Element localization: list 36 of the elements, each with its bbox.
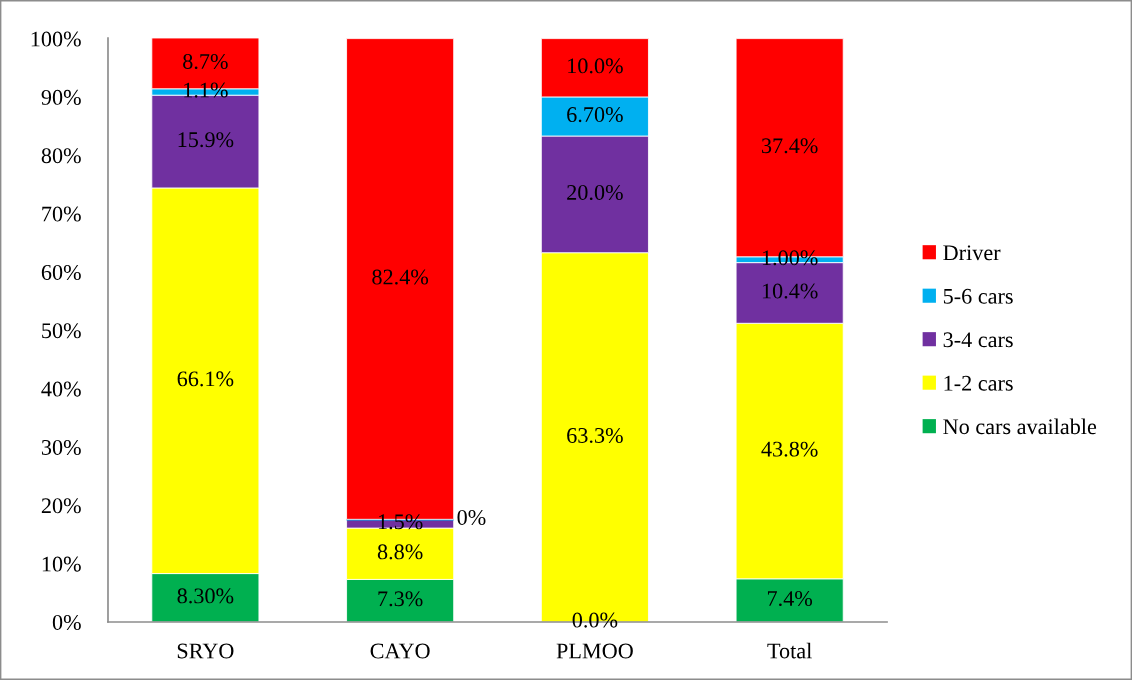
data-label: 7.3% — [378, 591, 423, 607]
legend-label: 5-6 cars — [943, 288, 1013, 304]
data-label: 8.30% — [177, 588, 234, 604]
y-tick-label: 90% — [41, 89, 81, 105]
legend-label: No cars available — [943, 418, 1097, 435]
y-tick-label: 30% — [41, 439, 81, 455]
y-tick-label: 60% — [41, 264, 81, 280]
y-tick-label: 80% — [41, 148, 81, 164]
data-label: 10.4% — [762, 283, 818, 299]
y-tick-label: 0% — [52, 614, 81, 630]
x-tick-label: CAYO — [370, 643, 430, 659]
data-label: 0% — [457, 509, 486, 525]
y-tick-label: 100% — [31, 31, 81, 47]
legend-label: Driver — [943, 245, 1001, 261]
data-label: 8.8% — [377, 544, 423, 560]
data-label: 15.9% — [178, 132, 234, 148]
y-tick-label: 70% — [42, 206, 81, 222]
legend-label: 3-4 cars — [943, 332, 1013, 348]
data-label: 63.3% — [567, 427, 623, 444]
y-tick-label: 50% — [42, 323, 81, 339]
x-tick-label: SRYO — [177, 643, 234, 659]
data-label: 37.4% — [762, 138, 818, 154]
data-label: 20.0% — [567, 184, 623, 201]
data-label: 6.70% — [567, 107, 623, 123]
data-label: 7.4% — [767, 590, 813, 607]
y-tick-label: 40% — [41, 381, 81, 397]
data-label: 66.1% — [177, 371, 234, 387]
x-tick-label: PLMOO — [556, 643, 633, 659]
x-tick-label: Total — [767, 642, 812, 659]
y-tick-label: 10% — [42, 556, 81, 572]
data-label: 10.0% — [568, 58, 623, 74]
data-label: 43.8% — [761, 441, 818, 457]
data-label: 8.7% — [183, 53, 228, 70]
y-tick-label: 20% — [41, 498, 81, 514]
data-label: 82.4% — [372, 269, 429, 285]
legend-label: 1-2 cars — [944, 375, 1013, 391]
